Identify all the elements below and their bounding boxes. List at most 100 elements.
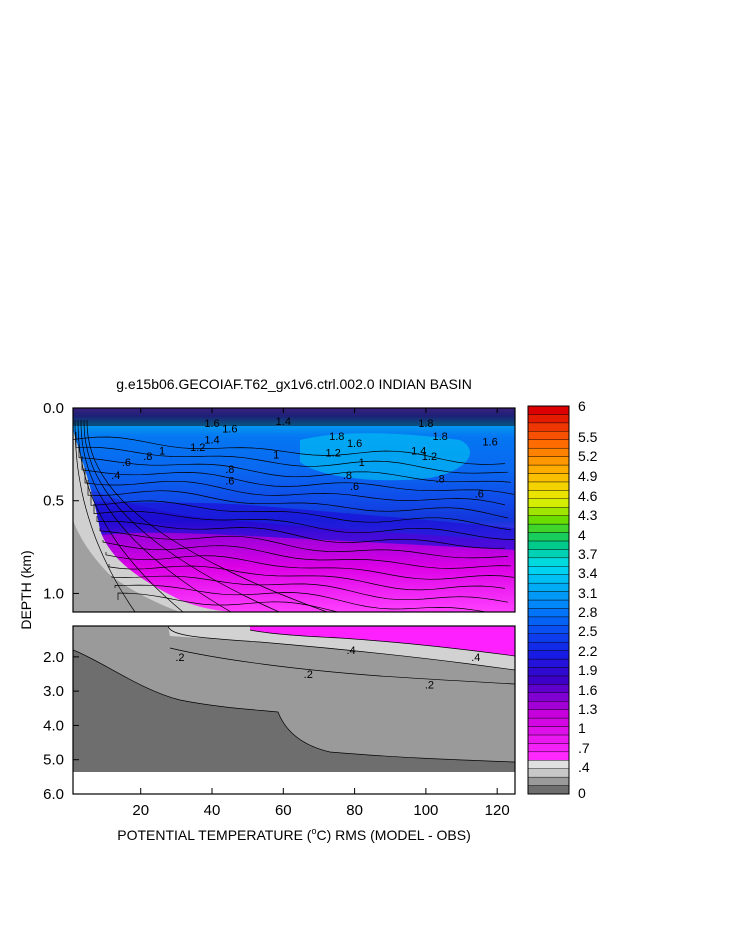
contour-label: 1.2 <box>422 451 437 463</box>
colorbar-label: 1 <box>578 720 586 736</box>
colorbar-label: 2.5 <box>578 623 598 639</box>
colorbar-box <box>527 405 570 415</box>
x-tick-label: 120 <box>485 802 510 819</box>
contour-label: .4 <box>346 645 355 657</box>
colorbar-box <box>527 726 570 736</box>
y-tick-label: 3.0 <box>43 683 64 700</box>
contour-line <box>86 419 328 612</box>
x-tick-label: 60 <box>275 802 292 819</box>
contour-line <box>74 419 136 612</box>
colorbar-label: .4 <box>578 759 590 775</box>
contour-label: 1.6 <box>482 436 497 448</box>
colorbar-label: 1.6 <box>578 682 598 698</box>
contour-line <box>105 552 515 580</box>
colorbar-box <box>527 717 570 727</box>
contour-label: .2 <box>425 679 434 691</box>
colorbar-box <box>527 481 570 491</box>
x-tick-label: 100 <box>413 802 438 819</box>
colorbar-box <box>527 692 570 702</box>
colorbar-box <box>527 650 570 660</box>
colorbar-box <box>527 431 570 440</box>
contour-line <box>77 419 184 612</box>
colorbar-box <box>527 743 570 753</box>
colorbar-label: 6 <box>578 398 586 414</box>
contour-line <box>78 444 512 483</box>
contour-line <box>96 516 506 549</box>
colorbar-box <box>527 768 570 778</box>
colorbar-box <box>527 684 570 693</box>
colorbar-label: 1.3 <box>578 701 598 717</box>
contour-line <box>80 419 232 612</box>
colorbar-box <box>527 532 570 542</box>
contour-line <box>90 492 512 531</box>
colorbar-box <box>527 760 570 769</box>
colorbar-box <box>527 557 570 567</box>
y-axis-upper: 0.0 0.5 1.0 <box>43 400 79 602</box>
contour-band-light-gray <box>73 430 240 612</box>
contour-label: 1.2 <box>326 448 341 460</box>
contour-label: .6 <box>122 457 131 469</box>
colorbar-label: 3.1 <box>578 585 598 601</box>
colorbar-box <box>527 625 570 634</box>
contour-line <box>73 420 506 465</box>
contour-label: 1.8 <box>432 431 447 443</box>
colorbar-box <box>527 582 570 592</box>
colorbar-box <box>527 667 570 677</box>
x-axis-label: POTENTIAL TEMPERATURE (oC) RMS (MODEL - … <box>117 826 471 843</box>
contour-label: .8 <box>343 470 352 482</box>
colorbar-label: 3.4 <box>578 565 598 581</box>
colorbar-box <box>527 675 570 685</box>
colorbar-frame <box>527 405 570 795</box>
colorbar-box <box>527 701 570 710</box>
colorbar-box <box>527 447 570 457</box>
contour-line <box>73 649 515 763</box>
y-tick-label: 4.0 <box>43 717 64 734</box>
colorbar-label: 0 <box>578 785 586 801</box>
colorbar-box <box>527 498 570 508</box>
colorbar-box <box>527 574 570 584</box>
colorbar-label: 4 <box>578 527 586 543</box>
colorbar-box <box>527 456 570 466</box>
colorbar-label: 5.5 <box>578 429 598 445</box>
contour-label: 1.6 <box>204 418 219 430</box>
contour-label: .8 <box>143 451 152 463</box>
colorbar <box>527 405 570 795</box>
contour-line <box>249 629 515 657</box>
colorbar-label: .7 <box>578 740 590 756</box>
y-tick-label: 0.0 <box>43 400 64 417</box>
contour-line <box>83 419 280 612</box>
contour-line <box>84 468 506 506</box>
colorbar-box <box>527 523 570 533</box>
contour-label: 1 <box>359 457 365 469</box>
x-tick-label: 80 <box>346 802 363 819</box>
contour-label: 1.4 <box>276 416 291 428</box>
colorbar-box <box>527 422 570 432</box>
colorbar-box <box>527 776 570 786</box>
contour-label: .2 <box>175 652 184 664</box>
upper-contour-lines <box>73 419 515 612</box>
colorbar-box <box>527 414 570 424</box>
contour-label: 1.8 <box>329 431 344 443</box>
contour-label: 1 <box>159 446 165 458</box>
contour-label: .6 <box>225 475 234 487</box>
y-axis-lower: 2.0 3.0 4.0 5.0 6.0 <box>43 649 79 803</box>
contour-label: .8 <box>436 473 445 485</box>
colorbar-box <box>527 490 570 499</box>
y-tick-label: 5.0 <box>43 752 64 769</box>
contour-line <box>102 540 512 569</box>
colorbar-box <box>527 616 570 626</box>
contour-label: .6 <box>475 488 484 500</box>
upper-panel: 1.6 1.41.61.81.81.8 1.61.61.41.2 1.2 1.41.21… <box>73 408 515 612</box>
colorbar-labels: 6 5.5 5.2 4.9 4.6 4.3 4 3.7 3.4 3.1 2.8 2.5 2.2 1.9 1.… <box>578 398 598 801</box>
y-tick-label: 6.0 <box>43 786 64 803</box>
colorbar-label: 3.7 <box>578 546 598 562</box>
y-tick-label: 2.0 <box>43 649 64 666</box>
colorbar-box <box>527 599 570 609</box>
contour-line <box>87 480 509 519</box>
colorbar-box <box>527 734 570 744</box>
contour-line <box>93 504 515 540</box>
colorbar-box <box>527 515 570 525</box>
contour-line <box>81 456 515 495</box>
contour-line <box>114 584 489 612</box>
contour-band-mid-gray <box>73 520 180 612</box>
